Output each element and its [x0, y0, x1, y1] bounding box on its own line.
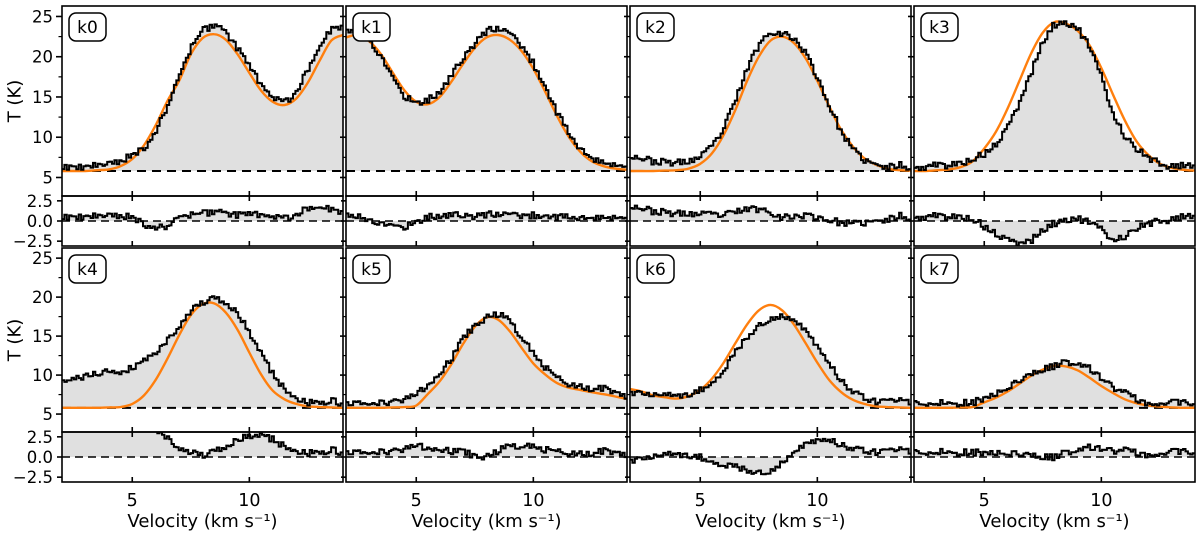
panel-label-text: k4 — [77, 260, 98, 280]
y-tick-label: 5 — [43, 405, 54, 424]
panel-label-box — [68, 12, 107, 42]
panel-k7: 5 10 k7 — [908, 247, 1196, 511]
panel-label-k4: k4 — [68, 254, 107, 284]
residual-fill — [630, 438, 911, 475]
residual-y-tick-label: 2.5 — [27, 428, 53, 447]
spectrum-step-line — [630, 30, 911, 171]
spectrum-fill — [62, 296, 343, 408]
x-axis-label-col2: Velocity (km s⁻¹) — [411, 511, 562, 532]
panel-label-text: k1 — [361, 18, 382, 38]
spectrum-step-line — [630, 313, 911, 406]
spectrum-step-line — [346, 311, 627, 407]
panel-label-text: k7 — [929, 260, 950, 280]
panel-label-box — [636, 12, 675, 42]
gaussian-fit-line — [346, 33, 627, 171]
x-axis-label-col3: Velocity (km s⁻¹) — [695, 511, 846, 532]
panel-label-k5: k5 — [352, 254, 391, 284]
gaussian-fit-line — [630, 35, 911, 173]
panel-k6: 5 10 k6 — [624, 247, 912, 511]
panel-label-k6: k6 — [636, 254, 675, 284]
residual-step-line — [62, 204, 343, 231]
panel-label-box — [636, 254, 675, 284]
x-tick-label: 5 — [127, 491, 138, 511]
panel-k0: 5 10 15 20 25 2.50.0−2.5 k0 — [13, 5, 344, 251]
y-tick-label: 15 — [32, 327, 53, 346]
residual-step-line — [630, 437, 911, 476]
panel-label-box — [68, 254, 107, 284]
spectrum-fill — [630, 31, 911, 172]
panel-label-text: k6 — [645, 260, 666, 280]
y-axis-label-row1: T (K) — [4, 79, 26, 123]
x-axis-label-col4: Velocity (km s⁻¹) — [979, 511, 1130, 532]
panel-label-text: k5 — [361, 260, 382, 280]
residual-y-tick-label: −2.5 — [13, 468, 53, 487]
y-tick-label: 10 — [32, 128, 53, 147]
panel-label-k7: k7 — [920, 254, 959, 284]
panel-k2: k2 — [624, 5, 912, 247]
y-tick-label: 20 — [32, 48, 53, 67]
spectrum-fill — [62, 24, 343, 172]
spectrum-step-line — [914, 359, 1195, 408]
panel-label-box — [920, 254, 959, 284]
panel-label-k1: k1 — [352, 12, 391, 42]
panel-k4: 5 10 15 20 25 2.50.0−2.5 5 10 k4 — [13, 247, 344, 511]
spectrum-step-line — [914, 20, 1195, 172]
panel-label-k0: k0 — [68, 12, 107, 42]
x-tick-label: 5 — [411, 491, 422, 511]
y-tick-label: 5 — [43, 168, 54, 187]
y-tick-label: 25 — [32, 7, 53, 26]
panel-label-text: k2 — [645, 18, 666, 38]
residual-step-line — [914, 443, 1195, 462]
spectrum-fill — [914, 360, 1195, 408]
y-tick-label: 20 — [32, 288, 53, 307]
spectrum-fill — [346, 312, 627, 408]
panel-label-text: k0 — [77, 18, 98, 38]
y-tick-label: 15 — [32, 88, 53, 107]
gaussian-fit-line — [630, 303, 911, 409]
residual-step-line — [153, 432, 343, 459]
residual-step-line — [346, 442, 627, 461]
residual-y-tick-label: −2.5 — [13, 232, 53, 251]
x-tick-label: 10 — [806, 491, 828, 511]
residual-step-line — [630, 204, 911, 227]
panel-k5: 5 10 k5 — [340, 247, 628, 511]
spectrum-fill — [914, 21, 1195, 172]
x-tick-label: 10 — [238, 491, 260, 511]
y-tick-label: 25 — [32, 249, 53, 268]
residual-fill — [62, 432, 343, 458]
panel-label-box — [352, 12, 391, 42]
panel-k3: k3 — [908, 5, 1196, 247]
residual-fill — [346, 443, 627, 460]
panel-k1: k1 — [340, 5, 628, 247]
residual-y-tick-label: 0.0 — [27, 212, 53, 231]
panel-label-text: k3 — [929, 18, 950, 38]
x-tick-label: 5 — [695, 491, 706, 511]
y-tick-label: 10 — [32, 366, 53, 385]
x-tick-label: 10 — [522, 491, 544, 511]
spectrum-step-line — [346, 25, 627, 168]
residual-y-tick-label: 2.5 — [27, 192, 53, 211]
x-axis-label-col1: Velocity (km s⁻¹) — [127, 511, 278, 532]
residual-step-line — [346, 210, 627, 231]
spectrum-step-line — [62, 23, 343, 171]
panel-label-box — [920, 12, 959, 42]
x-tick-label: 10 — [1090, 491, 1112, 511]
panel-label-k2: k2 — [636, 12, 675, 42]
panel-label-box — [352, 254, 391, 284]
spectrum-fill — [630, 314, 911, 408]
residual-y-tick-label: 0.0 — [27, 448, 53, 467]
spectrum-fill — [346, 26, 627, 171]
spectrum-step-line — [62, 295, 343, 407]
y-axis-label-row2: T (K) — [4, 318, 26, 362]
residual-fill — [346, 211, 627, 230]
residual-fill — [62, 205, 343, 230]
residual-step-line — [914, 212, 1195, 246]
x-tick-label: 5 — [979, 491, 990, 511]
gaussian-fit-line — [62, 32, 343, 173]
panel-label-k3: k3 — [920, 12, 959, 42]
